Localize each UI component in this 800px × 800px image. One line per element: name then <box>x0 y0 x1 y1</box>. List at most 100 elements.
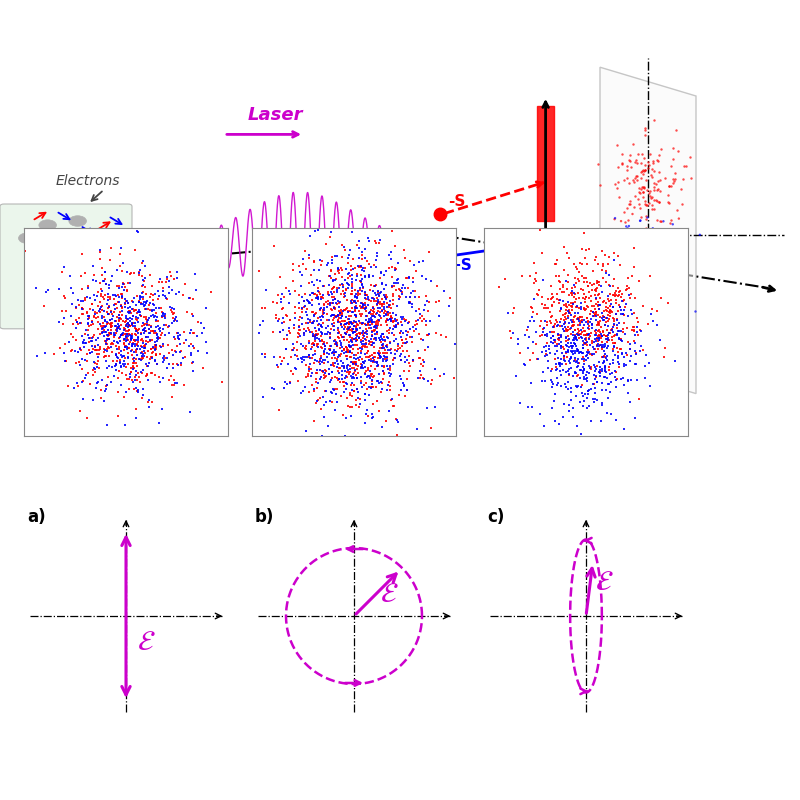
Point <box>387 358 400 370</box>
Point <box>346 371 358 384</box>
Point <box>146 366 159 379</box>
Point <box>145 325 158 338</box>
Point <box>150 326 162 339</box>
Point <box>350 322 363 335</box>
Point <box>381 331 394 344</box>
Point <box>72 311 85 324</box>
Point <box>325 265 338 278</box>
Point <box>607 318 620 331</box>
Point <box>618 270 630 283</box>
Point <box>402 282 414 294</box>
Point <box>345 333 358 346</box>
Point <box>122 327 135 340</box>
Point <box>678 234 691 247</box>
Point <box>635 303 648 316</box>
Point <box>566 370 579 382</box>
Point <box>590 359 603 372</box>
Text: $\mathcal{E}$: $\mathcal{E}$ <box>138 628 156 656</box>
Point <box>368 333 381 346</box>
Point <box>289 442 302 455</box>
Point <box>582 332 595 345</box>
Point <box>106 289 119 302</box>
Point <box>597 283 610 296</box>
Point <box>393 293 406 306</box>
Point <box>119 333 132 346</box>
Point <box>614 300 626 313</box>
Point <box>200 335 213 348</box>
Point <box>105 337 118 350</box>
Point <box>608 336 621 349</box>
Point <box>527 314 540 327</box>
Point <box>562 345 574 358</box>
Point <box>312 377 325 390</box>
Point <box>356 355 369 368</box>
Point <box>118 278 130 291</box>
Point <box>358 330 371 342</box>
Point <box>364 284 377 297</box>
Point <box>307 338 320 350</box>
Point <box>527 293 540 306</box>
Point <box>588 395 601 408</box>
Point <box>333 264 346 277</box>
Point <box>65 309 78 322</box>
Point <box>438 284 450 297</box>
Point <box>325 322 338 335</box>
Point <box>656 320 669 333</box>
Point <box>162 320 175 333</box>
Point <box>267 382 280 395</box>
Point <box>618 379 630 392</box>
Point <box>330 310 342 322</box>
Point <box>332 322 345 334</box>
Point <box>39 347 52 360</box>
Point <box>422 327 435 340</box>
Point <box>342 367 355 380</box>
Point <box>394 347 407 360</box>
Point <box>74 342 86 355</box>
Point <box>614 258 626 271</box>
Point <box>379 265 392 278</box>
Point <box>114 359 127 372</box>
Point <box>339 350 352 362</box>
Point <box>185 346 198 359</box>
Point <box>277 324 290 337</box>
Point <box>82 318 94 331</box>
Point <box>358 339 371 352</box>
Point <box>563 322 576 335</box>
Point <box>577 322 590 334</box>
Point <box>101 338 114 351</box>
Point <box>595 279 608 292</box>
Point <box>341 370 354 383</box>
Point <box>304 289 317 302</box>
Point <box>102 294 114 306</box>
Point <box>340 284 353 297</box>
Point <box>144 350 157 363</box>
Point <box>586 317 598 330</box>
Point <box>346 358 359 370</box>
Point <box>150 310 163 323</box>
Point <box>109 319 122 332</box>
Point <box>132 330 145 343</box>
Point <box>320 322 333 334</box>
Point <box>118 333 130 346</box>
Circle shape <box>105 258 122 268</box>
Point <box>306 366 319 379</box>
Point <box>354 283 366 296</box>
Point <box>370 247 383 260</box>
Point <box>378 353 391 366</box>
Point <box>402 350 415 362</box>
Point <box>380 359 393 372</box>
Point <box>134 346 147 359</box>
Point <box>76 247 89 260</box>
Point <box>135 328 148 341</box>
Point <box>111 336 124 349</box>
Point <box>381 383 394 396</box>
Point <box>109 314 122 327</box>
Point <box>599 275 612 288</box>
Point <box>166 378 178 391</box>
Point <box>394 354 407 367</box>
Point <box>104 314 117 326</box>
Point <box>349 290 362 302</box>
Point <box>571 329 584 342</box>
Point <box>67 287 80 300</box>
Point <box>377 328 390 341</box>
